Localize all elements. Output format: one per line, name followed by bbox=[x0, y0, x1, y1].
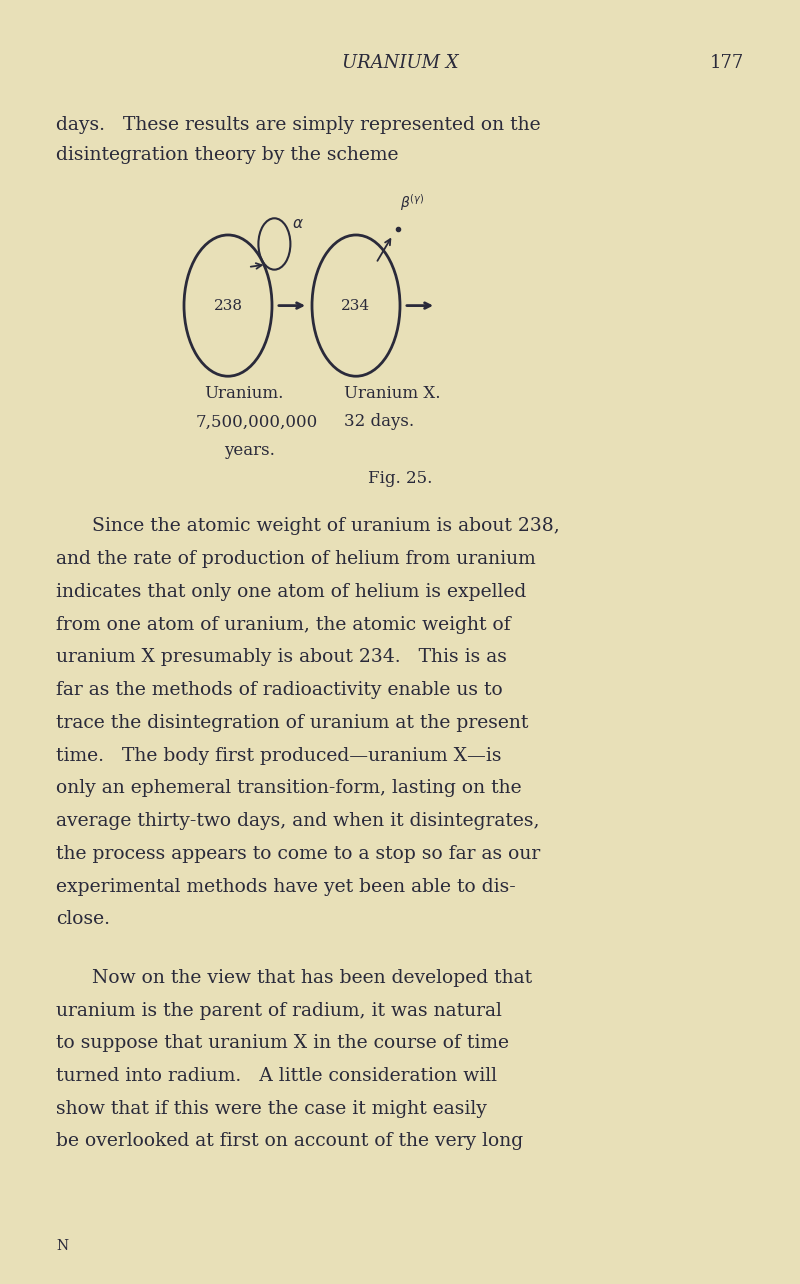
Text: 7,500,000,000: 7,500,000,000 bbox=[196, 413, 318, 430]
Text: $\alpha$: $\alpha$ bbox=[292, 217, 304, 231]
Text: indicates that only one atom of helium is expelled: indicates that only one atom of helium i… bbox=[56, 583, 526, 601]
Text: 234: 234 bbox=[342, 299, 370, 312]
Text: the process appears to come to a stop so far as our: the process appears to come to a stop so… bbox=[56, 845, 540, 863]
Text: and the rate of production of helium from uranium: and the rate of production of helium fro… bbox=[56, 550, 536, 569]
Text: Fig. 25.: Fig. 25. bbox=[368, 470, 432, 487]
Text: from one atom of uranium, the atomic weight of: from one atom of uranium, the atomic wei… bbox=[56, 616, 510, 634]
Text: be overlooked at first on account of the very long: be overlooked at first on account of the… bbox=[56, 1132, 523, 1150]
Text: show that if this were the case it might easily: show that if this were the case it might… bbox=[56, 1099, 487, 1118]
Text: experimental methods have yet been able to dis-: experimental methods have yet been able … bbox=[56, 878, 516, 896]
Text: days.   These results are simply represented on the: days. These results are simply represent… bbox=[56, 116, 541, 134]
Text: Uranium X.: Uranium X. bbox=[344, 385, 441, 402]
Text: uranium is the parent of radium, it was natural: uranium is the parent of radium, it was … bbox=[56, 1002, 502, 1019]
Text: trace the disintegration of uranium at the present: trace the disintegration of uranium at t… bbox=[56, 714, 528, 732]
Text: close.: close. bbox=[56, 910, 110, 928]
Text: Since the atomic weight of uranium is about 238,: Since the atomic weight of uranium is ab… bbox=[92, 517, 560, 535]
Text: URANIUM X: URANIUM X bbox=[342, 54, 458, 72]
Text: years.: years. bbox=[224, 442, 275, 458]
Text: uranium X presumably is about 234.   This is as: uranium X presumably is about 234. This … bbox=[56, 648, 507, 666]
Text: $\beta^{(\gamma)}$: $\beta^{(\gamma)}$ bbox=[400, 193, 425, 213]
Text: turned into radium.   A little consideration will: turned into radium. A little considerati… bbox=[56, 1067, 497, 1085]
Text: time.   The body first produced—uranium X—is: time. The body first produced—uranium X—… bbox=[56, 747, 502, 765]
Text: far as the methods of radioactivity enable us to: far as the methods of radioactivity enab… bbox=[56, 681, 502, 700]
Text: average thirty-two days, and when it disintegrates,: average thirty-two days, and when it dis… bbox=[56, 813, 539, 831]
Text: disintegration theory by the scheme: disintegration theory by the scheme bbox=[56, 146, 398, 164]
Text: Uranium.: Uranium. bbox=[204, 385, 283, 402]
Text: Now on the view that has been developed that: Now on the view that has been developed … bbox=[92, 968, 532, 987]
Text: to suppose that uranium X in the course of time: to suppose that uranium X in the course … bbox=[56, 1035, 509, 1053]
Text: 238: 238 bbox=[214, 299, 242, 312]
Text: only an ephemeral transition-form, lasting on the: only an ephemeral transition-form, lasti… bbox=[56, 779, 522, 797]
Text: N: N bbox=[56, 1239, 68, 1253]
Text: 32 days.: 32 days. bbox=[344, 413, 414, 430]
Text: 177: 177 bbox=[710, 54, 744, 72]
